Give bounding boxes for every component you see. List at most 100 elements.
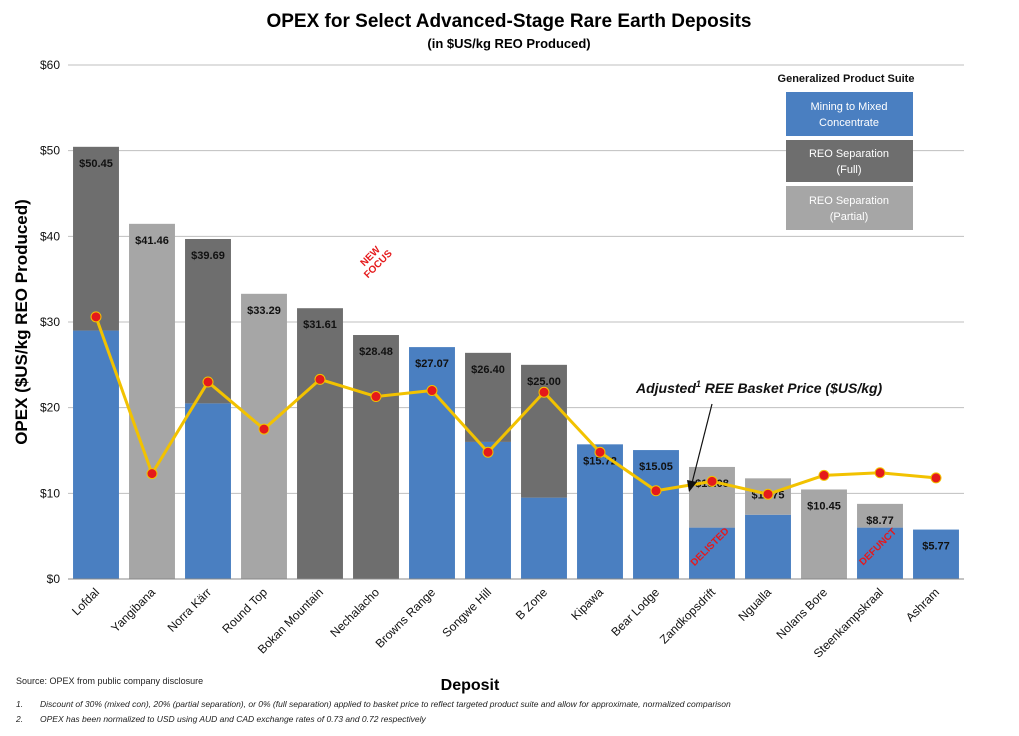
x-tick-label: Yangibana	[108, 585, 158, 635]
annotation-nechalacho: NEWFOCUS	[354, 240, 395, 281]
bar-segment-steenkampskraal-s0	[857, 527, 903, 579]
bar-segment-nechalacho-s1	[353, 335, 399, 579]
x-tick-label: Zandkopsdrift	[657, 585, 719, 647]
y-tick-label: $20	[40, 401, 60, 415]
bar-segment-songwe-hill-s0	[465, 441, 511, 579]
basket-price-point	[146, 468, 158, 480]
bar-segment-songwe-hill-s1	[465, 352, 511, 442]
legend-item-partial-line2: (Partial)	[830, 211, 869, 223]
y-tick-label: $50	[40, 144, 60, 158]
bar-value-label: $27.07	[415, 358, 449, 370]
bar-segment-kipawa-s0	[577, 444, 623, 579]
bar-segment-yangibana-s2	[129, 223, 175, 580]
footnote-2: 2. OPEX has been normalized to USD using …	[16, 714, 426, 724]
x-tick-label: Lofdal	[69, 585, 102, 618]
basket-price-point	[650, 485, 662, 497]
bar-value-label: $8.77	[866, 515, 894, 527]
legend-item-mining-line2: Concentrate	[819, 117, 879, 129]
basket-price-polyline	[94, 316, 937, 496]
x-tick-label: Ngualla	[735, 585, 774, 624]
y-tick-label: $10	[40, 486, 60, 500]
x-tick-label: Nolans Bore	[774, 585, 831, 642]
legend-item-full: REO Separation (Full)	[786, 140, 913, 182]
bar-segment-round-top-s2	[241, 293, 287, 579]
bar-segment-ashram-s0	[913, 529, 959, 579]
bar-value-label: $28.48	[359, 346, 393, 358]
bars	[73, 146, 959, 580]
legend-item-partial-line1: REO Separation	[809, 195, 889, 207]
callout-arrow	[691, 403, 713, 484]
y-tick-label: $0	[47, 572, 61, 586]
x-tick-label: Nechalacho	[327, 585, 382, 640]
bar-segment-b-zone-s0	[521, 497, 567, 579]
bar-segment-bokan-mountain-s1	[297, 308, 343, 579]
x-tick-label: Browns Range	[373, 585, 439, 651]
bar-segment-norra-k-rr-s0	[185, 403, 231, 579]
callout-label: Adjusted1 REE Basket Price ($US/kg)	[635, 379, 883, 396]
basket-price-point	[706, 475, 718, 487]
basket-price-point	[314, 373, 326, 385]
y-axis-ticks: $0 $10 $20 $30 $40 $50 $60	[40, 58, 60, 586]
callout-arrowhead	[687, 480, 697, 492]
bar-value-label: $10.45	[807, 500, 841, 512]
basket-price-point	[874, 467, 886, 479]
legend-swatch-mining	[786, 92, 913, 136]
bar-value-label: $15.05	[639, 461, 673, 473]
x-tick-label: Round Top	[219, 585, 270, 636]
legend-item-full-line1: REO Separation	[809, 148, 889, 160]
bar-value-label: $39.69	[191, 250, 225, 262]
bar-segment-bear-lodge-s0	[633, 450, 679, 579]
source-note: Source: OPEX from public company disclos…	[16, 676, 204, 686]
bar-value-labels: $50.45 $41.46 $39.69 $33.29 $31.61 $28.48 $27.…	[79, 158, 950, 553]
basket-price-point	[426, 385, 438, 397]
x-tick-label: Ashram	[903, 585, 942, 624]
callout: Adjusted1 REE Basket Price ($US/kg)	[635, 379, 883, 492]
legend-title: Generalized Product Suite	[778, 73, 915, 85]
x-tick-label: Norra Kärr	[165, 585, 215, 635]
x-tick-label: Songwe Hill	[439, 585, 494, 640]
basket-price-point	[202, 376, 214, 388]
bar-segment-zandkopsdrift-s0	[689, 527, 735, 579]
bar-segment-nolans-bore-s2	[801, 489, 847, 579]
chart-subtitle: (in $US/kg REO Produced)	[427, 36, 590, 51]
bar-segment-browns-range-s0	[409, 347, 455, 579]
footnote-2-text: OPEX has been normalized to USD using AU…	[40, 714, 426, 724]
bar-value-label: $5.77	[922, 541, 950, 553]
bar-value-label: $31.61	[303, 319, 337, 331]
footnote-1-number: 1.	[16, 699, 24, 709]
bar-segment-steenkampskraal-s2	[857, 503, 903, 528]
legend-item-mining: Mining to Mixed Concentrate	[786, 92, 913, 136]
footnote-1-text: Discount of 30% (mixed con), 20% (partia…	[40, 699, 731, 709]
legend-item-mining-line1: Mining to Mixed	[810, 101, 887, 113]
x-axis-ticks: Lofdal Yangibana Norra Kärr Round TopBokan …	[69, 585, 942, 661]
bar-value-label: $41.46	[135, 235, 169, 247]
legend: Generalized Product Suite Mining to Mixe…	[778, 73, 915, 230]
basket-price-point	[482, 446, 494, 458]
bar-value-label: $25.00	[527, 376, 561, 388]
bar-value-label: $26.40	[471, 364, 505, 376]
basket-price-point	[930, 472, 942, 484]
bar-segment-norra-k-rr-s1	[185, 238, 231, 404]
x-tick-label: B Zone	[513, 585, 550, 622]
basket-price-point	[370, 391, 382, 403]
y-axis-label: OPEX ($US/kg REO Produced)	[12, 199, 31, 445]
bar-segment-lofdal-s0	[73, 330, 119, 579]
basket-price-point	[90, 311, 102, 323]
basket-price-point	[818, 469, 830, 481]
x-tick-label: Kipawa	[568, 585, 606, 623]
y-tick-label: $40	[40, 229, 60, 243]
legend-swatch-partial	[786, 186, 913, 230]
basket-price-point	[762, 488, 774, 500]
footnote-2-number: 2.	[16, 714, 24, 724]
basket-price-point	[538, 386, 550, 398]
bar-value-label: $33.29	[247, 305, 281, 317]
legend-swatch-full	[786, 140, 913, 182]
basket-price-point	[594, 446, 606, 458]
basket-price-line	[90, 311, 942, 500]
chart-title: OPEX for Select Advanced-Stage Rare Eart…	[266, 11, 751, 32]
bar-segment-ngualla-s0	[745, 514, 791, 579]
y-tick-label: $30	[40, 315, 60, 329]
legend-item-partial: REO Separation (Partial)	[786, 186, 913, 230]
y-tick-label: $60	[40, 58, 60, 72]
basket-price-point	[258, 423, 270, 435]
